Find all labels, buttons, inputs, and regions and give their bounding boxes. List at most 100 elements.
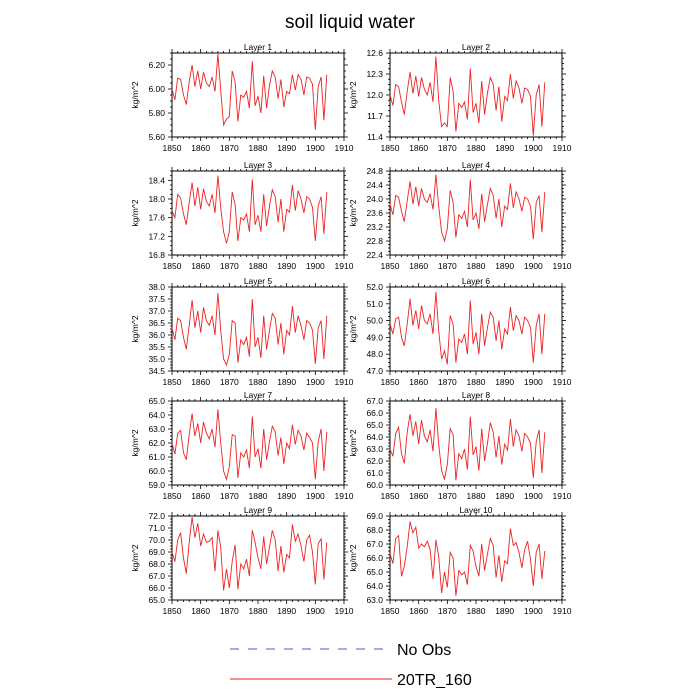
- panel-layer-1: Layer 1 1850 1860 1870 1880 1890 1900 1910 5.60 5…: [130, 42, 354, 153]
- y-tick-label: 64.0: [148, 410, 165, 420]
- y-axis-label: kg/m^2: [130, 81, 140, 108]
- y-tick-label: 64.0: [366, 432, 383, 442]
- x-tick-label: 1900: [306, 606, 325, 616]
- x-tick-label: 1870: [220, 491, 239, 501]
- y-tick-label: 59.0: [148, 480, 165, 490]
- plot-frame: [171, 170, 345, 256]
- y-tick-label: 17.2: [148, 231, 165, 241]
- y-tick-label: 24.0: [366, 194, 383, 204]
- y-tick-label: 65.0: [366, 420, 383, 430]
- y-axis-label: kg/m^2: [348, 315, 358, 342]
- x-tick-label: 1910: [335, 143, 354, 153]
- x-tick-label: 1860: [409, 491, 428, 501]
- panel-layer-4: Layer 4 1850 1860 1870 1880 1890 1900 1910 22.4 2…: [348, 160, 572, 271]
- panel-layer-7: Layer 7 1850 1860 1870 1880 1890 1900 1910 59.0 6…: [130, 390, 354, 501]
- x-tick-label: 1850: [381, 606, 400, 616]
- figure-title: soil liquid water: [285, 12, 416, 33]
- x-tick-label: 1910: [335, 377, 354, 387]
- x-tick-label: 1870: [220, 143, 239, 153]
- y-tick-label: 69.0: [366, 511, 383, 521]
- y-tick-label: 67.0: [366, 539, 383, 549]
- y-tick-label: 66.0: [366, 553, 383, 563]
- y-tick-label: 65.0: [366, 567, 383, 577]
- x-tick-label: 1900: [524, 491, 543, 501]
- x-tick-label: 1850: [163, 143, 182, 153]
- x-tick-label: 1880: [467, 491, 486, 501]
- y-tick-label: 68.0: [148, 559, 165, 569]
- series-line-20tr-160: [389, 56, 546, 136]
- x-tick-label: 1870: [438, 491, 457, 501]
- x-tick-label: 1890: [277, 491, 296, 501]
- x-tick-label: 1900: [306, 377, 325, 387]
- x-tick-label: 1860: [191, 606, 210, 616]
- x-tick-label: 1890: [495, 261, 514, 271]
- x-tick-label: 1870: [220, 261, 239, 271]
- series-line-20tr-160: [171, 175, 328, 244]
- y-tick-label: 6.00: [148, 84, 165, 94]
- y-tick-label: 37.5: [148, 294, 165, 304]
- y-tick-label: 38.0: [148, 282, 165, 292]
- y-tick-label: 22.4: [366, 250, 383, 260]
- x-tick-label: 1910: [553, 261, 572, 271]
- panel-title: Layer 2: [462, 42, 491, 52]
- x-tick-label: 1900: [306, 261, 325, 271]
- x-tick-label: 1850: [163, 377, 182, 387]
- panel-layer-9: Layer 9 1850 1860 1870 1880 1890 1900 1910 65.0 6…: [130, 505, 354, 616]
- y-tick-label: 63.0: [148, 424, 165, 434]
- y-axis-label: kg/m^2: [130, 544, 140, 571]
- y-tick-label: 23.2: [366, 222, 383, 232]
- x-tick-label: 1850: [163, 606, 182, 616]
- x-tick-label: 1880: [249, 143, 268, 153]
- x-tick-label: 1860: [409, 143, 428, 153]
- y-tick-label: 67.0: [366, 396, 383, 406]
- series-line-20tr-160: [171, 409, 328, 482]
- x-tick-label: 1860: [409, 377, 428, 387]
- y-axis-label: kg/m^2: [130, 199, 140, 226]
- x-tick-label: 1850: [381, 491, 400, 501]
- y-tick-label: 60.0: [148, 466, 165, 476]
- x-tick-label: 1870: [438, 261, 457, 271]
- x-tick-label: 1890: [495, 377, 514, 387]
- y-tick-label: 68.0: [366, 525, 383, 535]
- x-tick-label: 1860: [191, 261, 210, 271]
- panel-title: Layer 10: [459, 505, 492, 515]
- y-tick-label: 52.0: [366, 282, 383, 292]
- y-tick-label: 61.0: [366, 468, 383, 478]
- x-tick-label: 1890: [495, 143, 514, 153]
- x-tick-label: 1900: [524, 606, 543, 616]
- x-tick-label: 1870: [438, 143, 457, 153]
- x-tick-label: 1880: [467, 143, 486, 153]
- plot-frame: [171, 52, 345, 138]
- y-tick-label: 6.20: [148, 60, 165, 70]
- x-tick-label: 1850: [381, 261, 400, 271]
- y-tick-label: 24.8: [366, 166, 383, 176]
- y-tick-label: 11.4: [367, 132, 383, 142]
- series-line-20tr-160: [389, 174, 546, 243]
- legend-label-no-obs: No Obs: [397, 642, 451, 659]
- y-tick-label: 48.0: [366, 349, 383, 359]
- panel-layer-3: Layer 3 1850 1860 1870 1880 1890 1900 1910 16.8 1…: [130, 160, 354, 271]
- y-tick-label: 65.0: [148, 396, 165, 406]
- panel-layer-8: Layer 8 1850 1860 1870 1880 1890 1900 1910 60.0 6…: [348, 390, 572, 501]
- y-tick-label: 63.0: [366, 595, 383, 605]
- x-tick-label: 1910: [335, 491, 354, 501]
- y-tick-label: 49.0: [366, 332, 383, 342]
- y-axis-label: kg/m^2: [348, 81, 358, 108]
- y-tick-label: 12.3: [366, 69, 383, 79]
- panel-title: Layer 6: [462, 276, 491, 286]
- panel-layer-10: Layer 10 1850 1860 1870 1880 1890 1900 1910 63.0…: [348, 505, 572, 616]
- y-tick-label: 17.6: [148, 213, 165, 223]
- x-tick-label: 1860: [409, 261, 428, 271]
- x-tick-label: 1870: [220, 377, 239, 387]
- y-tick-label: 62.0: [366, 456, 383, 466]
- series-line-20tr-160: [389, 408, 546, 481]
- y-tick-label: 35.5: [148, 342, 165, 352]
- y-tick-label: 71.0: [148, 523, 165, 533]
- x-tick-label: 1880: [467, 261, 486, 271]
- y-tick-label: 61.0: [148, 452, 165, 462]
- series-line-20tr-160: [171, 292, 328, 367]
- y-tick-label: 12.6: [366, 48, 383, 58]
- y-axis-label: kg/m^2: [348, 199, 358, 226]
- x-tick-label: 1910: [335, 606, 354, 616]
